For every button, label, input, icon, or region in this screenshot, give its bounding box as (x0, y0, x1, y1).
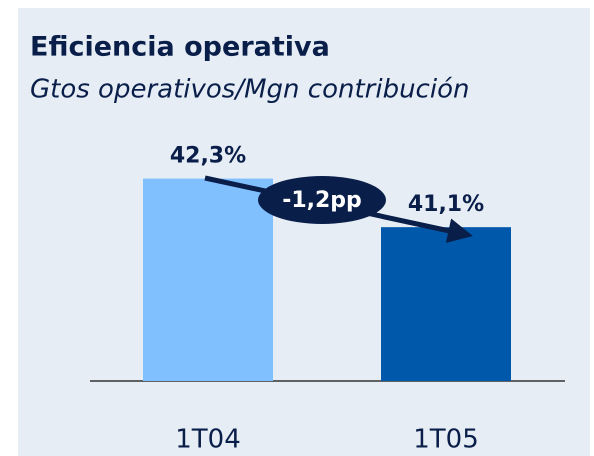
x-tick-label: 1T05 (413, 425, 479, 455)
x-tick-label: 1T04 (175, 425, 241, 455)
chart-title: Eficiencia operativa (30, 32, 330, 63)
bar (143, 178, 273, 381)
annotation-bubble (258, 176, 386, 224)
data-label: 42,3% (170, 144, 246, 169)
annotation: -1,2pp (282, 188, 362, 213)
chart-subtitle: Gtos operativos/Mgn contribución (30, 75, 469, 105)
data-label: 41,1% (408, 192, 484, 217)
bar (381, 227, 511, 381)
